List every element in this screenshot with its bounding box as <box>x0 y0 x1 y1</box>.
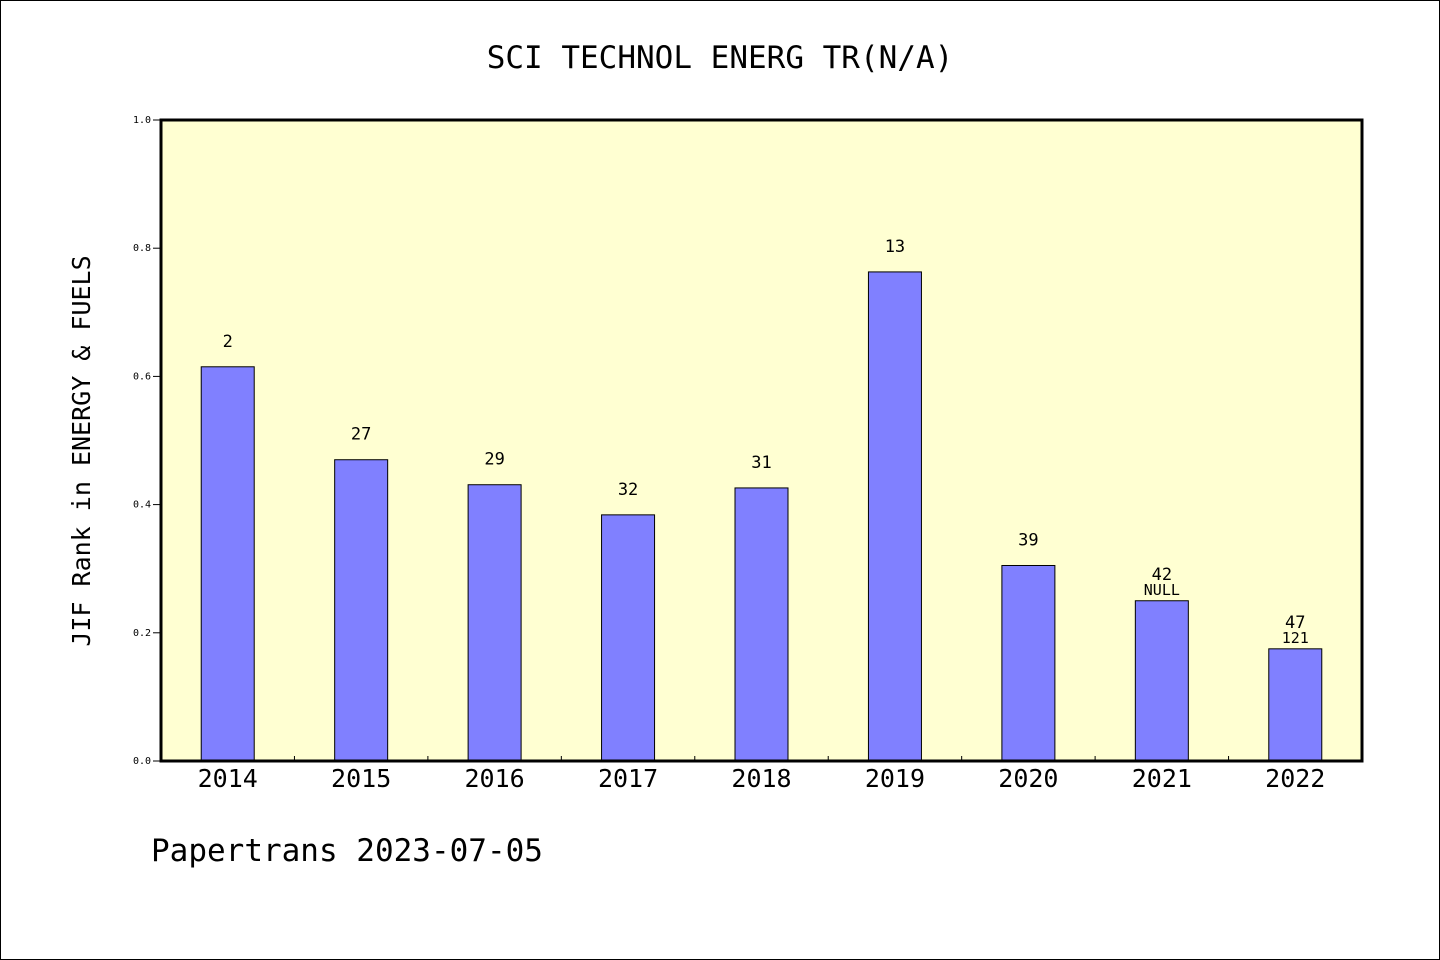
bar-value-label: 47 <box>1285 613 1305 633</box>
bar-value-label: 31 <box>751 453 771 473</box>
footer-credit: Papertrans 2023-07-05 <box>151 833 543 869</box>
bar-value-label: 13 <box>885 237 905 257</box>
y-tick-label: 0.2 <box>133 628 151 639</box>
bar-value-label: 2 <box>223 332 233 352</box>
x-tick-label: 2018 <box>731 764 791 793</box>
bar-value-label: 27 <box>351 425 371 445</box>
bar-value-label: 42 <box>1152 565 1172 585</box>
y-tick-label: 1.0 <box>133 115 151 126</box>
bar-2017 <box>601 514 656 762</box>
x-tick-label: 2019 <box>865 764 925 793</box>
x-tick-label: 2016 <box>465 764 525 793</box>
x-tick-label: 2020 <box>998 764 1058 793</box>
y-tick-label: 0.4 <box>133 500 151 511</box>
bar-value-label: 32 <box>618 480 638 500</box>
y-tick-label: 0.8 <box>133 243 151 254</box>
y-tick-label: 0.0 <box>133 756 151 767</box>
bar-2022 <box>1268 648 1323 762</box>
bar-2015 <box>334 459 389 762</box>
bar-value-label: 39 <box>1018 530 1038 550</box>
bar-2014 <box>200 366 255 762</box>
y-axis: 0.0 0.2 0.4 0.6 0.8 1.0 <box>133 115 161 767</box>
bars-group <box>200 271 1323 762</box>
x-tick-label: 2017 <box>598 764 658 793</box>
x-axis: 2014 2015 2016 2017 2018 2019 2020 2021 2022 <box>198 756 1325 793</box>
chart-title: SCI TECHNOL ENERG TR(N/A) <box>487 40 954 76</box>
x-tick-label: 2022 <box>1265 764 1325 793</box>
bar-2021 <box>1134 600 1189 762</box>
bar-secondary-label: 121 <box>1282 629 1309 647</box>
x-tick-label: 2015 <box>331 764 391 793</box>
bar-2019 <box>867 271 922 762</box>
x-tick-label: 2021 <box>1132 764 1192 793</box>
y-tick-label: 0.6 <box>133 371 151 382</box>
bar-2018 <box>734 487 789 762</box>
bar-value-label: 29 <box>484 450 504 470</box>
y-axis-label: JIF Rank in ENERGY & FUELS <box>67 255 96 646</box>
bar-2020 <box>1001 564 1056 762</box>
plot-area <box>159 118 1364 763</box>
x-tick-label: 2014 <box>198 764 258 793</box>
bar-secondary-label: NULL <box>1144 581 1180 599</box>
bar-2016 <box>467 484 522 762</box>
